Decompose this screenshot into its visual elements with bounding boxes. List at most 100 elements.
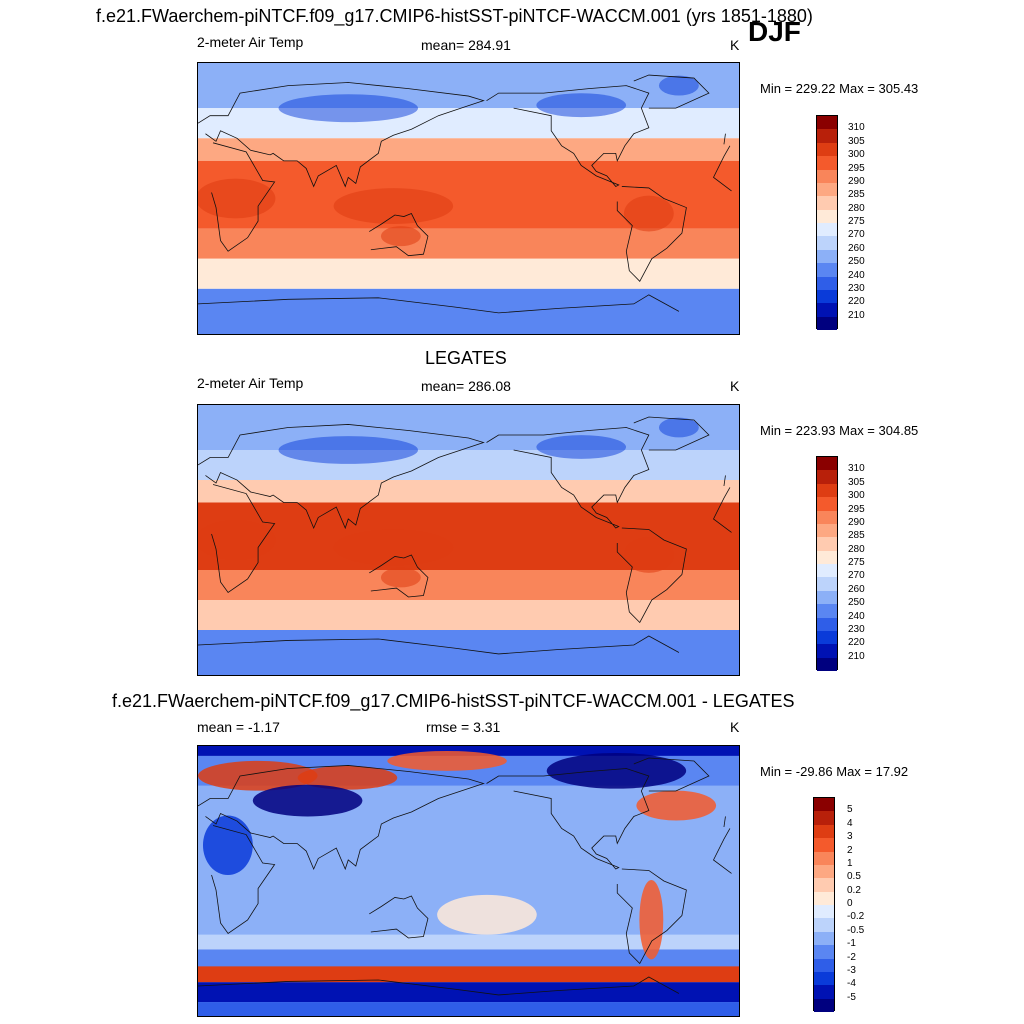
colorbar-swatch — [814, 918, 834, 932]
panel3-difference-map — [197, 745, 740, 1017]
latitude-band-6 — [198, 288, 739, 334]
colorbar-tick-label: 290 — [848, 175, 865, 187]
colorbar-swatch — [814, 985, 834, 999]
diff-band-0 — [198, 746, 739, 756]
diff-band-4 — [198, 949, 739, 970]
colorbar-swatch — [817, 457, 837, 471]
warm-region-2 — [623, 195, 674, 232]
colorbar-swatch — [817, 129, 837, 143]
latitude-band-4 — [198, 228, 739, 259]
colorbar-tick-label: 230 — [848, 282, 865, 294]
panel1-units-label: K — [730, 37, 740, 53]
colorbar-tick-label: 300 — [848, 490, 865, 502]
colorbar-swatch — [817, 196, 837, 210]
colorbar-swatch — [817, 550, 837, 564]
colorbar-tick-label: 5 — [847, 804, 853, 816]
coastline — [616, 186, 687, 282]
colorbar-swatch — [817, 316, 837, 330]
colorbar-tick-label: 295 — [848, 162, 865, 174]
panel1-temperature-map — [197, 62, 740, 335]
coastline — [616, 868, 687, 965]
coastline — [486, 768, 650, 870]
panel2-minmax-label: Min = 223.93 Max = 304.85 — [760, 423, 919, 438]
colorbar-tick-label: 275 — [848, 557, 865, 568]
colorbar-tick-label: -3 — [847, 964, 856, 976]
warm-region-2 — [623, 537, 674, 573]
colorbar-swatch — [817, 116, 837, 130]
diff-band-6 — [198, 982, 739, 1003]
panel2-colorbar — [816, 456, 838, 671]
colorbar-tick-label: 3 — [847, 831, 853, 843]
warm-region-0 — [198, 178, 276, 219]
panel3-units-label: K — [730, 719, 740, 735]
anomaly-region-7 — [636, 790, 717, 821]
cold-region-0 — [278, 94, 419, 123]
anomaly-region-5 — [639, 880, 664, 960]
anomaly-region-6 — [202, 815, 253, 876]
anomaly-region-3 — [546, 752, 687, 789]
anomaly-region-1 — [297, 765, 398, 790]
colorbar-swatch — [817, 142, 837, 157]
colorbar-tick-label: 295 — [848, 503, 865, 515]
diff-band-7 — [198, 1002, 739, 1016]
colorbar-swatch — [817, 209, 837, 223]
coastline — [198, 294, 680, 314]
colorbar-tick-label: 2 — [847, 844, 853, 856]
panel2-temperature-map — [197, 404, 740, 676]
panel3-rmse-label: rmse = 3.31 — [426, 719, 501, 735]
colorbar-swatch — [814, 851, 834, 865]
warm-region-1 — [333, 529, 454, 566]
colorbar-tick-label: 305 — [848, 476, 865, 488]
cold-region-2 — [658, 75, 699, 96]
colorbar-tick-label: 305 — [848, 135, 865, 147]
colorbar-swatch — [814, 864, 834, 879]
colorbar-swatch — [814, 931, 834, 946]
colorbar-tick-label: 4 — [847, 817, 853, 829]
coastline — [633, 74, 710, 109]
colorbar-swatch — [814, 878, 834, 892]
colorbar-tick-label: 1 — [847, 857, 853, 869]
colorbar-swatch — [814, 971, 834, 986]
colorbar-tick-label: 260 — [848, 583, 865, 595]
latitude-band-0 — [198, 63, 739, 109]
cold-region-1 — [536, 435, 627, 459]
colorbar-swatch — [817, 577, 837, 591]
colorbar-tick-label: 230 — [848, 623, 865, 635]
colorbar-swatch — [817, 617, 837, 631]
warm-region-0 — [198, 520, 276, 560]
colorbar-swatch — [817, 182, 837, 197]
figure-title: f.e21.FWaerchem-piNTCF.f09_g17.CMIP6-his… — [96, 6, 813, 26]
latitude-band-2 — [198, 480, 739, 503]
coastline — [369, 554, 429, 598]
colorbar-tick-label: 250 — [848, 597, 865, 609]
latitude-band-0 — [198, 405, 739, 450]
colorbar-tick-label: 310 — [848, 463, 865, 475]
panel1-minmax-label: Min = 229.22 Max = 305.43 — [760, 81, 919, 96]
colorbar-swatch — [817, 590, 837, 605]
panel1-mean-label: mean= 284.91 — [421, 37, 511, 53]
colorbar-tick-label: 210 — [848, 309, 865, 321]
coastline — [633, 757, 710, 792]
colorbar-tick-label: -4 — [847, 978, 856, 990]
colorbar-tick-label: 240 — [848, 610, 865, 622]
colorbar-tick-label: -2 — [847, 951, 856, 963]
colorbar-swatch — [817, 644, 837, 658]
anomaly-region-0 — [198, 760, 318, 791]
colorbar-tick-label: 220 — [848, 296, 865, 308]
colorbar-tick-label: 0 — [847, 898, 853, 909]
season-label: DJF — [748, 16, 801, 47]
colorbar-tick-label: 220 — [848, 637, 865, 649]
colorbar-swatch — [814, 838, 834, 852]
colorbar-swatch — [817, 470, 837, 484]
colorbar-tick-label: -5 — [847, 991, 856, 1003]
cold-region-1 — [536, 93, 627, 118]
latitude-band-1 — [198, 108, 739, 139]
colorbar-tick-label: 290 — [848, 516, 865, 528]
colorbar-tick-label: 285 — [848, 530, 865, 542]
colorbar-swatch — [817, 263, 837, 277]
colorbar-swatch — [814, 811, 834, 825]
colorbar-tick-label: 0.5 — [847, 871, 861, 883]
latitude-band-4 — [198, 570, 739, 600]
panel2-heading: LEGATES — [425, 348, 507, 368]
colorbar-swatch — [817, 657, 837, 671]
